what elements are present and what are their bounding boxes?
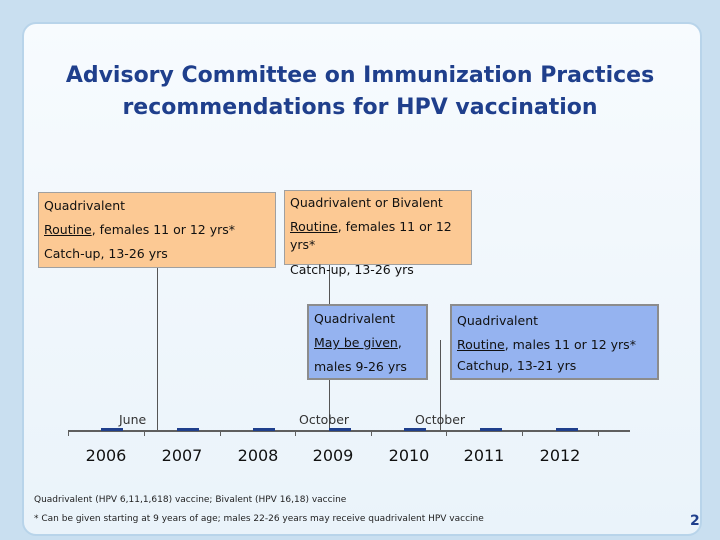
box-2006-catchup: Catch-up, 13-26 yrs (44, 246, 168, 261)
box-2009-quadrivalent-males: Quadrivalent May be given, males 9-26 yr… (307, 304, 428, 380)
box-2011-routine-word: Routine (457, 337, 505, 352)
box-2009b-may-rest: , (397, 335, 402, 350)
timeline-tick (446, 430, 447, 436)
timeline-tick (295, 430, 296, 436)
box-2006-quadrivalent-females: Quadrivalent Routine, females 11 or 12 y… (38, 192, 276, 268)
box-2009b-may-word: May be given (314, 335, 398, 350)
timeline-tick (522, 430, 523, 436)
year-label: 2011 (463, 446, 505, 465)
month-marker (253, 428, 275, 431)
month-marker (101, 428, 123, 431)
box-2011-heading: Quadrivalent (457, 313, 539, 328)
year-label: 2009 (312, 446, 354, 465)
month-label-june: June (119, 412, 147, 427)
title-line-2: recommendations for HPV vaccination (122, 95, 598, 120)
slide-title: Advisory Committee on Immunization Pract… (30, 60, 690, 124)
box-2006-routine-word: Routine (44, 222, 92, 237)
box-2009-quadrivalent-or-bivalent: Quadrivalent or Bivalent Routine, female… (284, 190, 472, 277)
box-2006-routine-rest: , females 11 or 12 yrs* (91, 222, 236, 237)
month-marker (404, 428, 426, 431)
box-2009b-males: males 9-26 yrs (314, 359, 407, 374)
footnote-age: * Can be given starting at 9 years of ag… (34, 514, 484, 524)
box-2009-routine-cont: yrs* (290, 237, 316, 252)
timeline-tick (68, 430, 69, 436)
month-marker (329, 428, 351, 431)
page-number: 2 (690, 513, 700, 529)
connector-2006 (157, 268, 158, 430)
box-2009-routine-rest: , females 11 or 12 (337, 219, 452, 234)
timeline-tick (220, 430, 221, 436)
timeline-tick (371, 430, 372, 436)
year-label: 2012 (539, 446, 581, 465)
month-label-october-2009: October (299, 412, 350, 427)
year-label: 2006 (85, 446, 127, 465)
month-label-october-2011: October (415, 412, 466, 427)
box-2009b-may: May be given, (314, 335, 402, 350)
year-label: 2008 (237, 446, 279, 465)
year-label: 2010 (388, 446, 430, 465)
box-2011-routine: Routine, males 11 or 12 yrs* (457, 337, 636, 352)
box-2009-catchup: Catch-up, 13-26 yrs (290, 262, 414, 277)
slide-background (22, 22, 702, 536)
connector-2011 (440, 340, 441, 430)
month-marker (556, 428, 578, 431)
timeline-axis (68, 430, 630, 432)
month-marker (177, 428, 199, 431)
box-2011-catchup: Catchup, 13-21 yrs (457, 358, 577, 373)
box-2009-heading: Quadrivalent or Bivalent (290, 195, 443, 210)
box-2009-routine-word: Routine (290, 219, 338, 234)
year-label: 2007 (161, 446, 203, 465)
box-2009-routine: Routine, females 11 or 12 (290, 219, 452, 234)
box-2006-heading: Quadrivalent (44, 198, 126, 213)
timeline-tick (598, 430, 599, 436)
title-line-1: Advisory Committee on Immunization Pract… (65, 63, 655, 88)
box-2011-quadrivalent-males: Quadrivalent Routine, males 11 or 12 yrs… (450, 304, 659, 380)
box-2009b-heading: Quadrivalent (314, 311, 396, 326)
box-2011-routine-rest: , males 11 or 12 yrs* (504, 337, 636, 352)
month-marker (480, 428, 502, 431)
box-2006-routine: Routine, females 11 or 12 yrs* (44, 222, 235, 237)
footnote-vaccine-types: Quadrivalent (HPV 6,11,1,618) vaccine; B… (34, 495, 347, 505)
timeline-tick (144, 430, 145, 436)
